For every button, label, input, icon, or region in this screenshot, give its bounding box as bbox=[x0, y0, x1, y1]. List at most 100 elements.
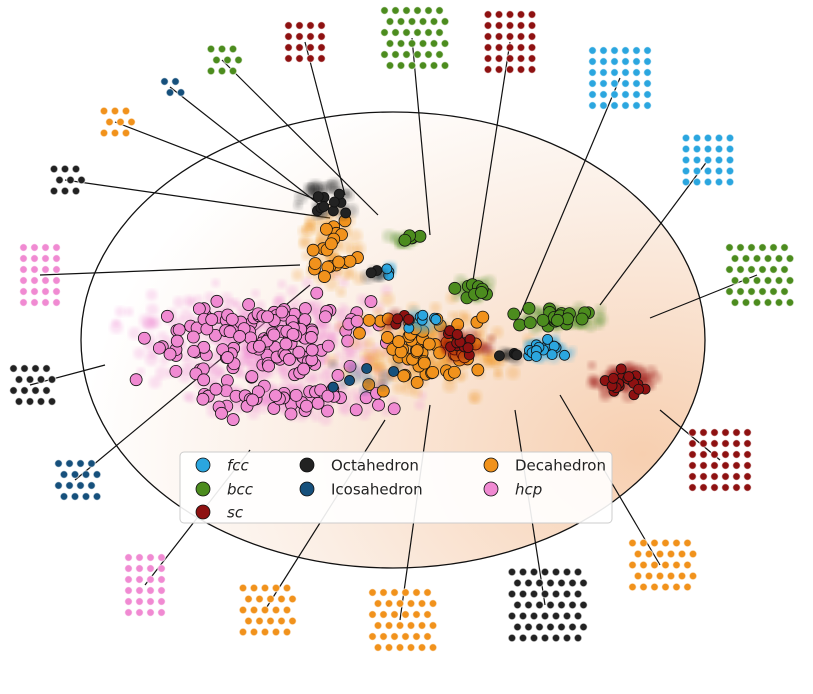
atom bbox=[599, 68, 608, 77]
point bbox=[559, 349, 570, 361]
atom bbox=[295, 32, 304, 41]
atom bbox=[14, 375, 24, 384]
point bbox=[284, 407, 298, 421]
atom bbox=[238, 627, 248, 637]
legend-label: Octahedron bbox=[331, 457, 419, 475]
cluster bbox=[483, 10, 537, 74]
atom bbox=[284, 43, 293, 52]
atom bbox=[703, 133, 713, 143]
faint-point bbox=[599, 390, 612, 402]
atom bbox=[610, 90, 619, 99]
cluster bbox=[99, 106, 136, 138]
atom bbox=[20, 386, 29, 395]
atom bbox=[780, 265, 789, 274]
atom bbox=[551, 589, 561, 599]
atom bbox=[633, 549, 643, 559]
atom bbox=[507, 589, 517, 599]
atom bbox=[721, 472, 730, 481]
atom bbox=[692, 155, 702, 165]
atom bbox=[650, 538, 659, 548]
atom bbox=[758, 265, 767, 274]
legend: fcc bcc sc Octahedron Icosahedron Decahedron h… bbox=[195, 457, 606, 522]
atom bbox=[9, 386, 18, 395]
faint-point bbox=[376, 380, 388, 391]
atom bbox=[424, 28, 433, 37]
atom bbox=[699, 472, 708, 481]
atom bbox=[758, 243, 767, 252]
atom bbox=[87, 481, 96, 490]
atom bbox=[385, 61, 395, 70]
point bbox=[633, 383, 644, 395]
atom bbox=[19, 287, 28, 296]
atom bbox=[588, 57, 597, 66]
atom bbox=[157, 564, 166, 573]
faint-point bbox=[380, 292, 395, 306]
atom bbox=[36, 397, 46, 406]
atom bbox=[562, 611, 572, 621]
point bbox=[387, 402, 401, 416]
point bbox=[321, 339, 335, 353]
atom bbox=[9, 364, 18, 373]
atom bbox=[417, 643, 427, 652]
point bbox=[607, 372, 619, 384]
point bbox=[267, 402, 281, 415]
atom bbox=[41, 276, 50, 285]
point bbox=[129, 373, 143, 387]
atom bbox=[714, 177, 724, 187]
atom bbox=[505, 54, 515, 63]
atom bbox=[516, 32, 526, 41]
atom bbox=[81, 492, 91, 501]
atom bbox=[714, 144, 724, 154]
atom bbox=[165, 88, 175, 97]
faint-point bbox=[595, 313, 608, 326]
cluster bbox=[507, 567, 588, 643]
atom bbox=[391, 28, 400, 37]
cluster bbox=[588, 46, 652, 110]
atom bbox=[557, 622, 566, 632]
atom bbox=[743, 450, 752, 459]
atom bbox=[282, 605, 292, 615]
atom bbox=[146, 586, 155, 595]
atom bbox=[146, 564, 155, 573]
atom bbox=[19, 276, 28, 285]
faint-point bbox=[173, 296, 185, 308]
atom bbox=[736, 287, 745, 296]
point bbox=[494, 350, 505, 362]
atom bbox=[244, 616, 253, 626]
point bbox=[297, 362, 311, 376]
atom bbox=[317, 32, 326, 41]
faint-point bbox=[339, 403, 352, 416]
atom bbox=[30, 265, 39, 274]
atom bbox=[92, 492, 102, 501]
atom bbox=[785, 276, 795, 285]
cluster bbox=[688, 428, 752, 492]
atom bbox=[650, 560, 659, 570]
atom bbox=[424, 6, 433, 15]
point bbox=[152, 341, 166, 355]
atom bbox=[396, 17, 406, 26]
atom bbox=[65, 459, 74, 468]
atom bbox=[228, 44, 238, 54]
atom bbox=[418, 39, 428, 48]
atom bbox=[568, 578, 577, 588]
atom bbox=[99, 128, 109, 138]
atom bbox=[524, 622, 533, 632]
faint-point bbox=[180, 308, 193, 321]
atom bbox=[780, 287, 789, 296]
atom bbox=[19, 265, 28, 274]
atom bbox=[30, 276, 39, 285]
atom bbox=[413, 6, 422, 15]
atom bbox=[206, 44, 216, 54]
point bbox=[321, 389, 335, 403]
atom bbox=[732, 483, 741, 492]
faint-point bbox=[449, 349, 461, 362]
atom bbox=[266, 594, 275, 604]
atom bbox=[505, 65, 515, 74]
point bbox=[536, 313, 550, 327]
atom bbox=[249, 583, 259, 593]
faint-point bbox=[349, 337, 362, 349]
atom bbox=[49, 186, 59, 196]
atom bbox=[494, 43, 504, 52]
atom bbox=[683, 538, 692, 548]
atom bbox=[306, 32, 315, 41]
